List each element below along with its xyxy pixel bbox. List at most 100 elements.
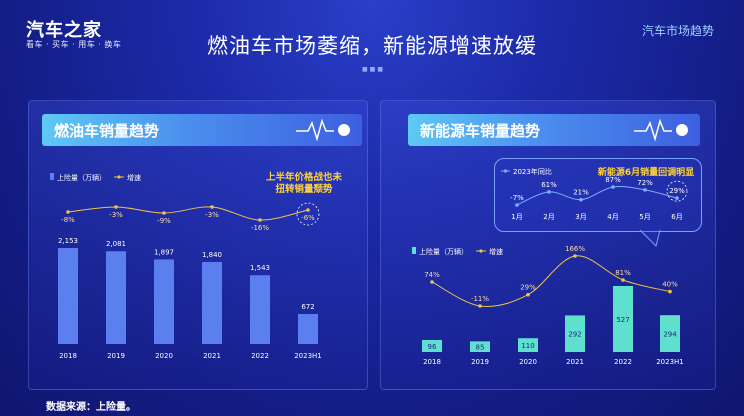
monthly-yoy-label: 87% xyxy=(605,176,621,184)
nev-growth-label: 81% xyxy=(615,269,631,277)
fuel-annotation-line: 扭转销量颓势 xyxy=(275,183,333,195)
monthly-yoy-label: 61% xyxy=(541,181,557,189)
nev-x-tick: 2019 xyxy=(471,358,489,366)
fuel-x-tick: 2018 xyxy=(59,352,77,360)
page-title: 燃油车市场萎缩，新能源增速放缓 xyxy=(207,34,537,58)
nev-bar xyxy=(422,339,442,352)
monthly-yoy-line xyxy=(516,186,678,206)
legend-label: 增速 xyxy=(127,173,141,182)
fuel-x-tick: 2021 xyxy=(203,352,221,360)
fuel-growth-point xyxy=(114,205,118,209)
legend-bar-swatch xyxy=(50,173,54,180)
nev-growth-point xyxy=(573,254,577,258)
fuel-growth-label: -9% xyxy=(157,217,171,225)
fuel-chart-title: 燃油车销量趋势 xyxy=(54,122,160,140)
monthly-x-tick: 5月 xyxy=(639,213,650,221)
nev-bar xyxy=(565,315,585,352)
legend-bar-swatch xyxy=(412,247,416,254)
nev-growth-point xyxy=(430,280,434,284)
monthly-yoy-point xyxy=(579,197,583,202)
fuel-growth-point xyxy=(306,208,310,212)
fuel-bar-value: 1,840 xyxy=(202,251,222,259)
monthly-yoy-label: 21% xyxy=(573,189,589,197)
monthly-x-tick: 6月 xyxy=(671,213,682,221)
fuel-panel-header: 燃油车销量趋势 xyxy=(42,114,362,146)
fuel-growth-label: -16% xyxy=(251,224,269,232)
callout-tail xyxy=(639,229,661,247)
nev-bar-value: 110 xyxy=(521,342,534,350)
monthly-highlight-circle xyxy=(666,180,688,202)
logo-slogan: 看车 · 买车 · 用车 · 换车 xyxy=(26,40,122,49)
nev-x-tick: 2022 xyxy=(614,358,632,366)
nev-growth-point xyxy=(526,292,530,297)
monthly-yoy-point xyxy=(675,196,679,200)
fuel-bar xyxy=(106,251,126,344)
legend-label: 上险量（万辆） xyxy=(57,173,106,182)
fuel-bar xyxy=(202,261,222,344)
monthly-yoy-point xyxy=(611,185,615,189)
nev-bar xyxy=(518,338,538,352)
monthly-x-tick: 3月 xyxy=(575,213,586,221)
legend-label: 增速 xyxy=(489,247,503,256)
fuel-growth-label: -3% xyxy=(109,211,123,219)
fuel-growth-point xyxy=(210,205,214,209)
nev-growth-point xyxy=(621,278,625,282)
nev-growth-label: -11% xyxy=(471,295,489,303)
monthly-yoy-point xyxy=(515,203,519,207)
pulse-icon xyxy=(296,118,350,142)
corner-tag: 汽车市场趋势 xyxy=(641,24,714,38)
nev-panel-header: 新能源车销量趋势 xyxy=(408,114,700,146)
fuel-bar xyxy=(58,248,78,344)
fuel-x-tick: 2019 xyxy=(107,352,125,360)
fuel-x-tick: 2020 xyxy=(155,352,173,360)
nev-bar-value: 292 xyxy=(568,331,581,339)
fuel-bar xyxy=(298,314,318,344)
monthly-yoy-label: 29% xyxy=(669,187,685,195)
title-decoration: ■■■ xyxy=(362,66,386,73)
nev-chart-title: 新能源车销量趋势 xyxy=(420,122,541,140)
nev-bar xyxy=(613,286,633,352)
fuel-bar-value: 672 xyxy=(301,303,314,311)
fuel-bar xyxy=(250,275,270,344)
monthly-x-tick: 2月 xyxy=(543,213,554,221)
fuel-growth-label: -6% xyxy=(301,214,315,222)
monthly-yoy-point xyxy=(547,190,551,194)
nev-bar-value: 294 xyxy=(663,331,677,339)
nev-bar-value: 96 xyxy=(428,343,437,351)
nev-growth-point xyxy=(668,289,672,294)
nev-growth-label: 166% xyxy=(565,245,585,253)
fuel-bar-value: 1,897 xyxy=(154,248,174,256)
nev-bar xyxy=(660,315,680,352)
nev-bar-value: 85 xyxy=(476,344,485,352)
fuel-bar-value: 2,153 xyxy=(58,237,78,245)
fuel-x-tick: 2023H1 xyxy=(294,352,322,360)
fuel-growth-point xyxy=(162,211,166,215)
nev-x-tick: 2018 xyxy=(423,358,441,366)
fuel-bar-value: 1,543 xyxy=(250,264,270,272)
nev-growth-label: 40% xyxy=(662,281,678,289)
monthly-yoy-label: 72% xyxy=(637,179,653,187)
monthly-yoy-point xyxy=(643,188,647,192)
fuel-growth-point xyxy=(258,218,262,222)
legend-label: 上险量（万辆） xyxy=(419,247,468,256)
fuel-bar-value: 2,081 xyxy=(106,240,126,248)
fuel-bar xyxy=(154,259,174,344)
fuel-growth-label: -3% xyxy=(205,211,219,219)
pulse-icon xyxy=(634,118,688,142)
fuel-growth-point xyxy=(66,210,70,214)
fuel-x-tick: 2022 xyxy=(251,352,269,360)
nev-x-tick: 2020 xyxy=(519,358,537,366)
data-source: 数据来源：上险量。 xyxy=(46,402,136,413)
nev-x-tick: 2023H1 xyxy=(656,358,684,366)
fuel-growth-line xyxy=(67,206,309,221)
legend-line-dot xyxy=(503,169,508,173)
fuel-growth-label: -8% xyxy=(61,216,75,224)
fuel-highlight-circle xyxy=(296,202,320,226)
nev-x-tick: 2021 xyxy=(566,358,584,366)
legend-line-dot xyxy=(479,249,483,253)
legend-line-dot xyxy=(117,175,121,179)
nev-bar-value: 527 xyxy=(616,316,629,324)
logo-title: 汽车之家 xyxy=(26,20,102,41)
monthly-x-tick: 1月 xyxy=(511,213,522,221)
